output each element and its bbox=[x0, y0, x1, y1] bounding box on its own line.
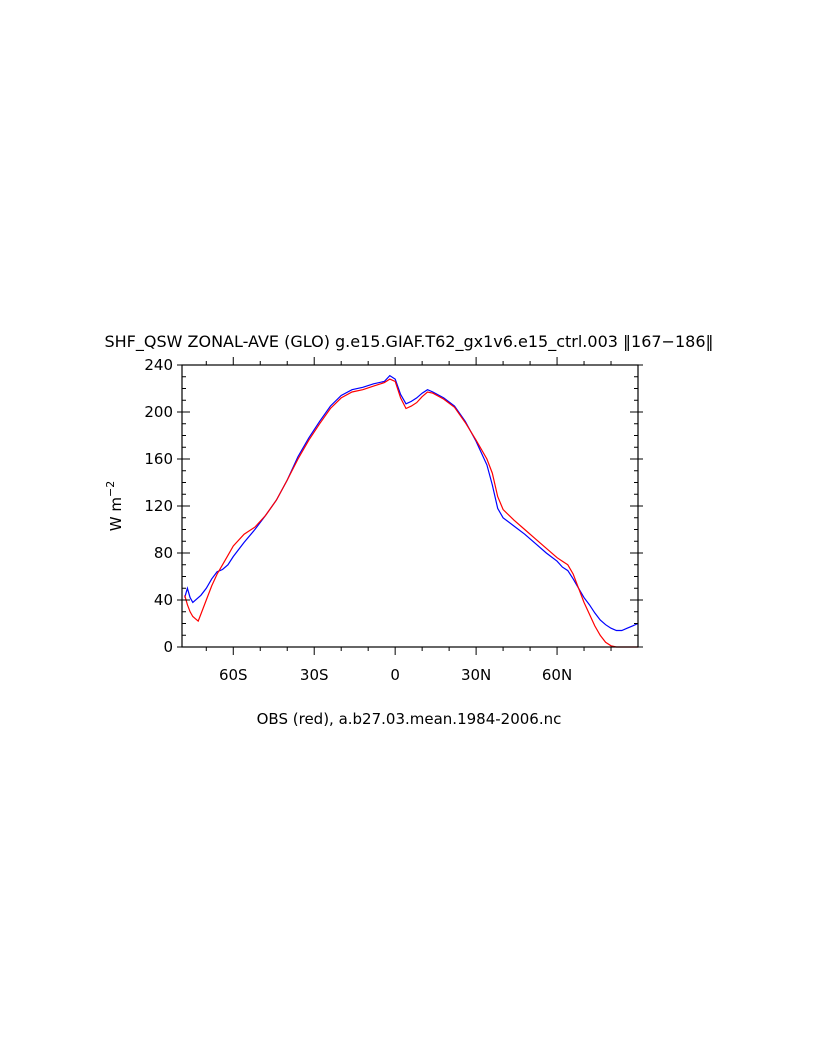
x-axis-label: OBS (red), a.b27.03.mean.1984-2006.nc bbox=[257, 710, 562, 728]
y-tick-label: 0 bbox=[163, 638, 173, 656]
y-tick-label: 80 bbox=[154, 544, 173, 562]
x-tick-label: 60N bbox=[542, 666, 572, 684]
y-axis-label: W m−2 bbox=[104, 481, 125, 531]
series-line-1 bbox=[184, 374, 639, 632]
y-axis-label-units: W m bbox=[107, 497, 125, 531]
y-axis-label-exponent: −2 bbox=[104, 481, 117, 497]
x-tick-label: 60S bbox=[219, 666, 248, 684]
chart-title: SHF_QSW ZONAL-AVE (GLO) g.e15.GIAF.T62_g… bbox=[104, 332, 713, 352]
y-tick-label: 200 bbox=[144, 403, 173, 421]
y-tick-label: 160 bbox=[144, 450, 173, 468]
y-tick-label: 240 bbox=[144, 356, 173, 374]
y-tick-label: 120 bbox=[144, 497, 173, 515]
series-line-2 bbox=[184, 378, 638, 648]
x-tick-label: 30S bbox=[300, 666, 329, 684]
x-tick-label: 0 bbox=[390, 666, 400, 684]
plot-area bbox=[184, 374, 639, 648]
y-tick-label: 40 bbox=[154, 591, 173, 609]
x-tick-label: 30N bbox=[461, 666, 491, 684]
axis-tick-labels: 0 40 80 120 160 200 240 60S 30S 0 30N 60N bbox=[144, 356, 572, 684]
axis-ticks bbox=[177, 357, 643, 655]
